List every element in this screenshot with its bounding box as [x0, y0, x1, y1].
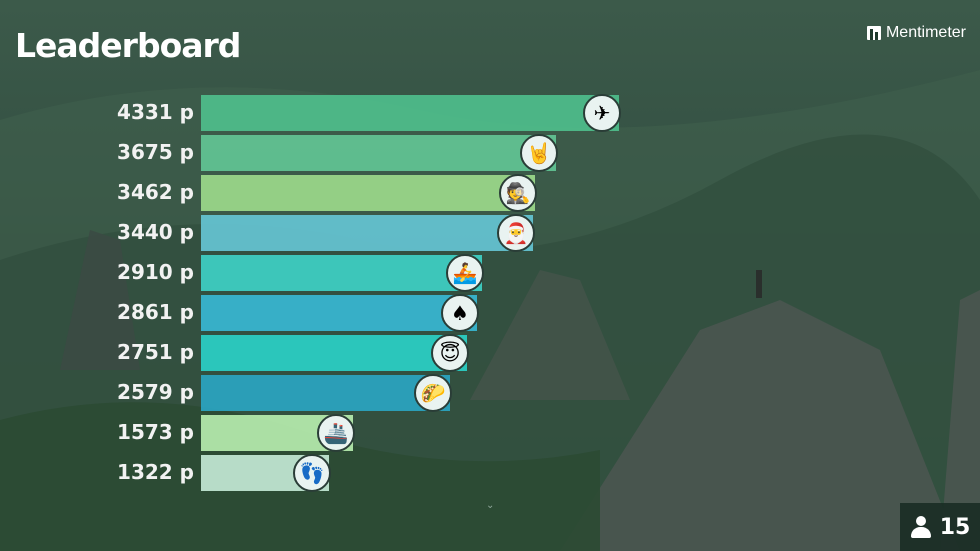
score-bar	[201, 295, 477, 331]
participant-count-value: 15	[939, 514, 971, 540]
santa-icon: 🎅	[497, 214, 535, 252]
leaderboard-row: 2579 p 🌮	[0, 374, 980, 412]
rowboat-icon: 🚣	[446, 254, 484, 292]
score-bar	[201, 255, 482, 291]
ship-icon: 🚢	[317, 414, 355, 452]
airplane-icon: ✈	[583, 94, 621, 132]
score-label: 3675 p	[117, 140, 194, 164]
mentimeter-logo-icon	[866, 26, 881, 40]
leaderboard-row: 2751 p 😇	[0, 334, 980, 372]
score-label: 2910 p	[117, 260, 194, 284]
score-bar	[201, 135, 556, 171]
leaderboard-row: 2910 p 🚣	[0, 254, 980, 292]
score-label: 4331 p	[117, 100, 194, 124]
angel-icon: 😇	[431, 334, 469, 372]
leaderboard-row: 1573 p 🚢	[0, 414, 980, 452]
score-label: 2861 p	[117, 300, 194, 324]
score-label: 3440 p	[117, 220, 194, 244]
score-bar	[201, 95, 619, 131]
score-bar	[201, 335, 467, 371]
score-bar	[201, 215, 533, 251]
score-label: 2579 p	[117, 380, 194, 404]
spade-icon: ♠	[441, 294, 479, 332]
leaderboard-row: 3462 p 🕵	[0, 174, 980, 212]
leaderboard-row: 3675 p 🤘	[0, 134, 980, 172]
leaderboard-row: 4331 p ✈	[0, 94, 980, 132]
score-bar	[201, 375, 450, 411]
score-label: 1573 p	[117, 420, 194, 444]
leaderboard-row: 3440 p 🎅	[0, 214, 980, 252]
leaderboard-row: 1322 p 👣	[0, 454, 980, 492]
leaderboard-row: 2861 p ♠	[0, 294, 980, 332]
spy-icon: 🕵	[499, 174, 537, 212]
score-label: 3462 p	[117, 180, 194, 204]
page-title: Leaderboard	[15, 26, 241, 65]
score-label: 1322 p	[117, 460, 194, 484]
chevron-down-icon: ⌄	[486, 500, 495, 511]
taco-icon: 🌮	[414, 374, 452, 412]
score-label: 2751 p	[117, 340, 194, 364]
score-bar	[201, 175, 535, 211]
footprints-icon: 👣	[293, 454, 331, 492]
brand-name: Mentimeter	[885, 24, 966, 41]
person-icon	[910, 516, 932, 538]
brand-logo: Mentimeter	[866, 24, 966, 42]
participant-count: 15	[900, 503, 980, 551]
rock-hand-icon: 🤘	[520, 134, 558, 172]
